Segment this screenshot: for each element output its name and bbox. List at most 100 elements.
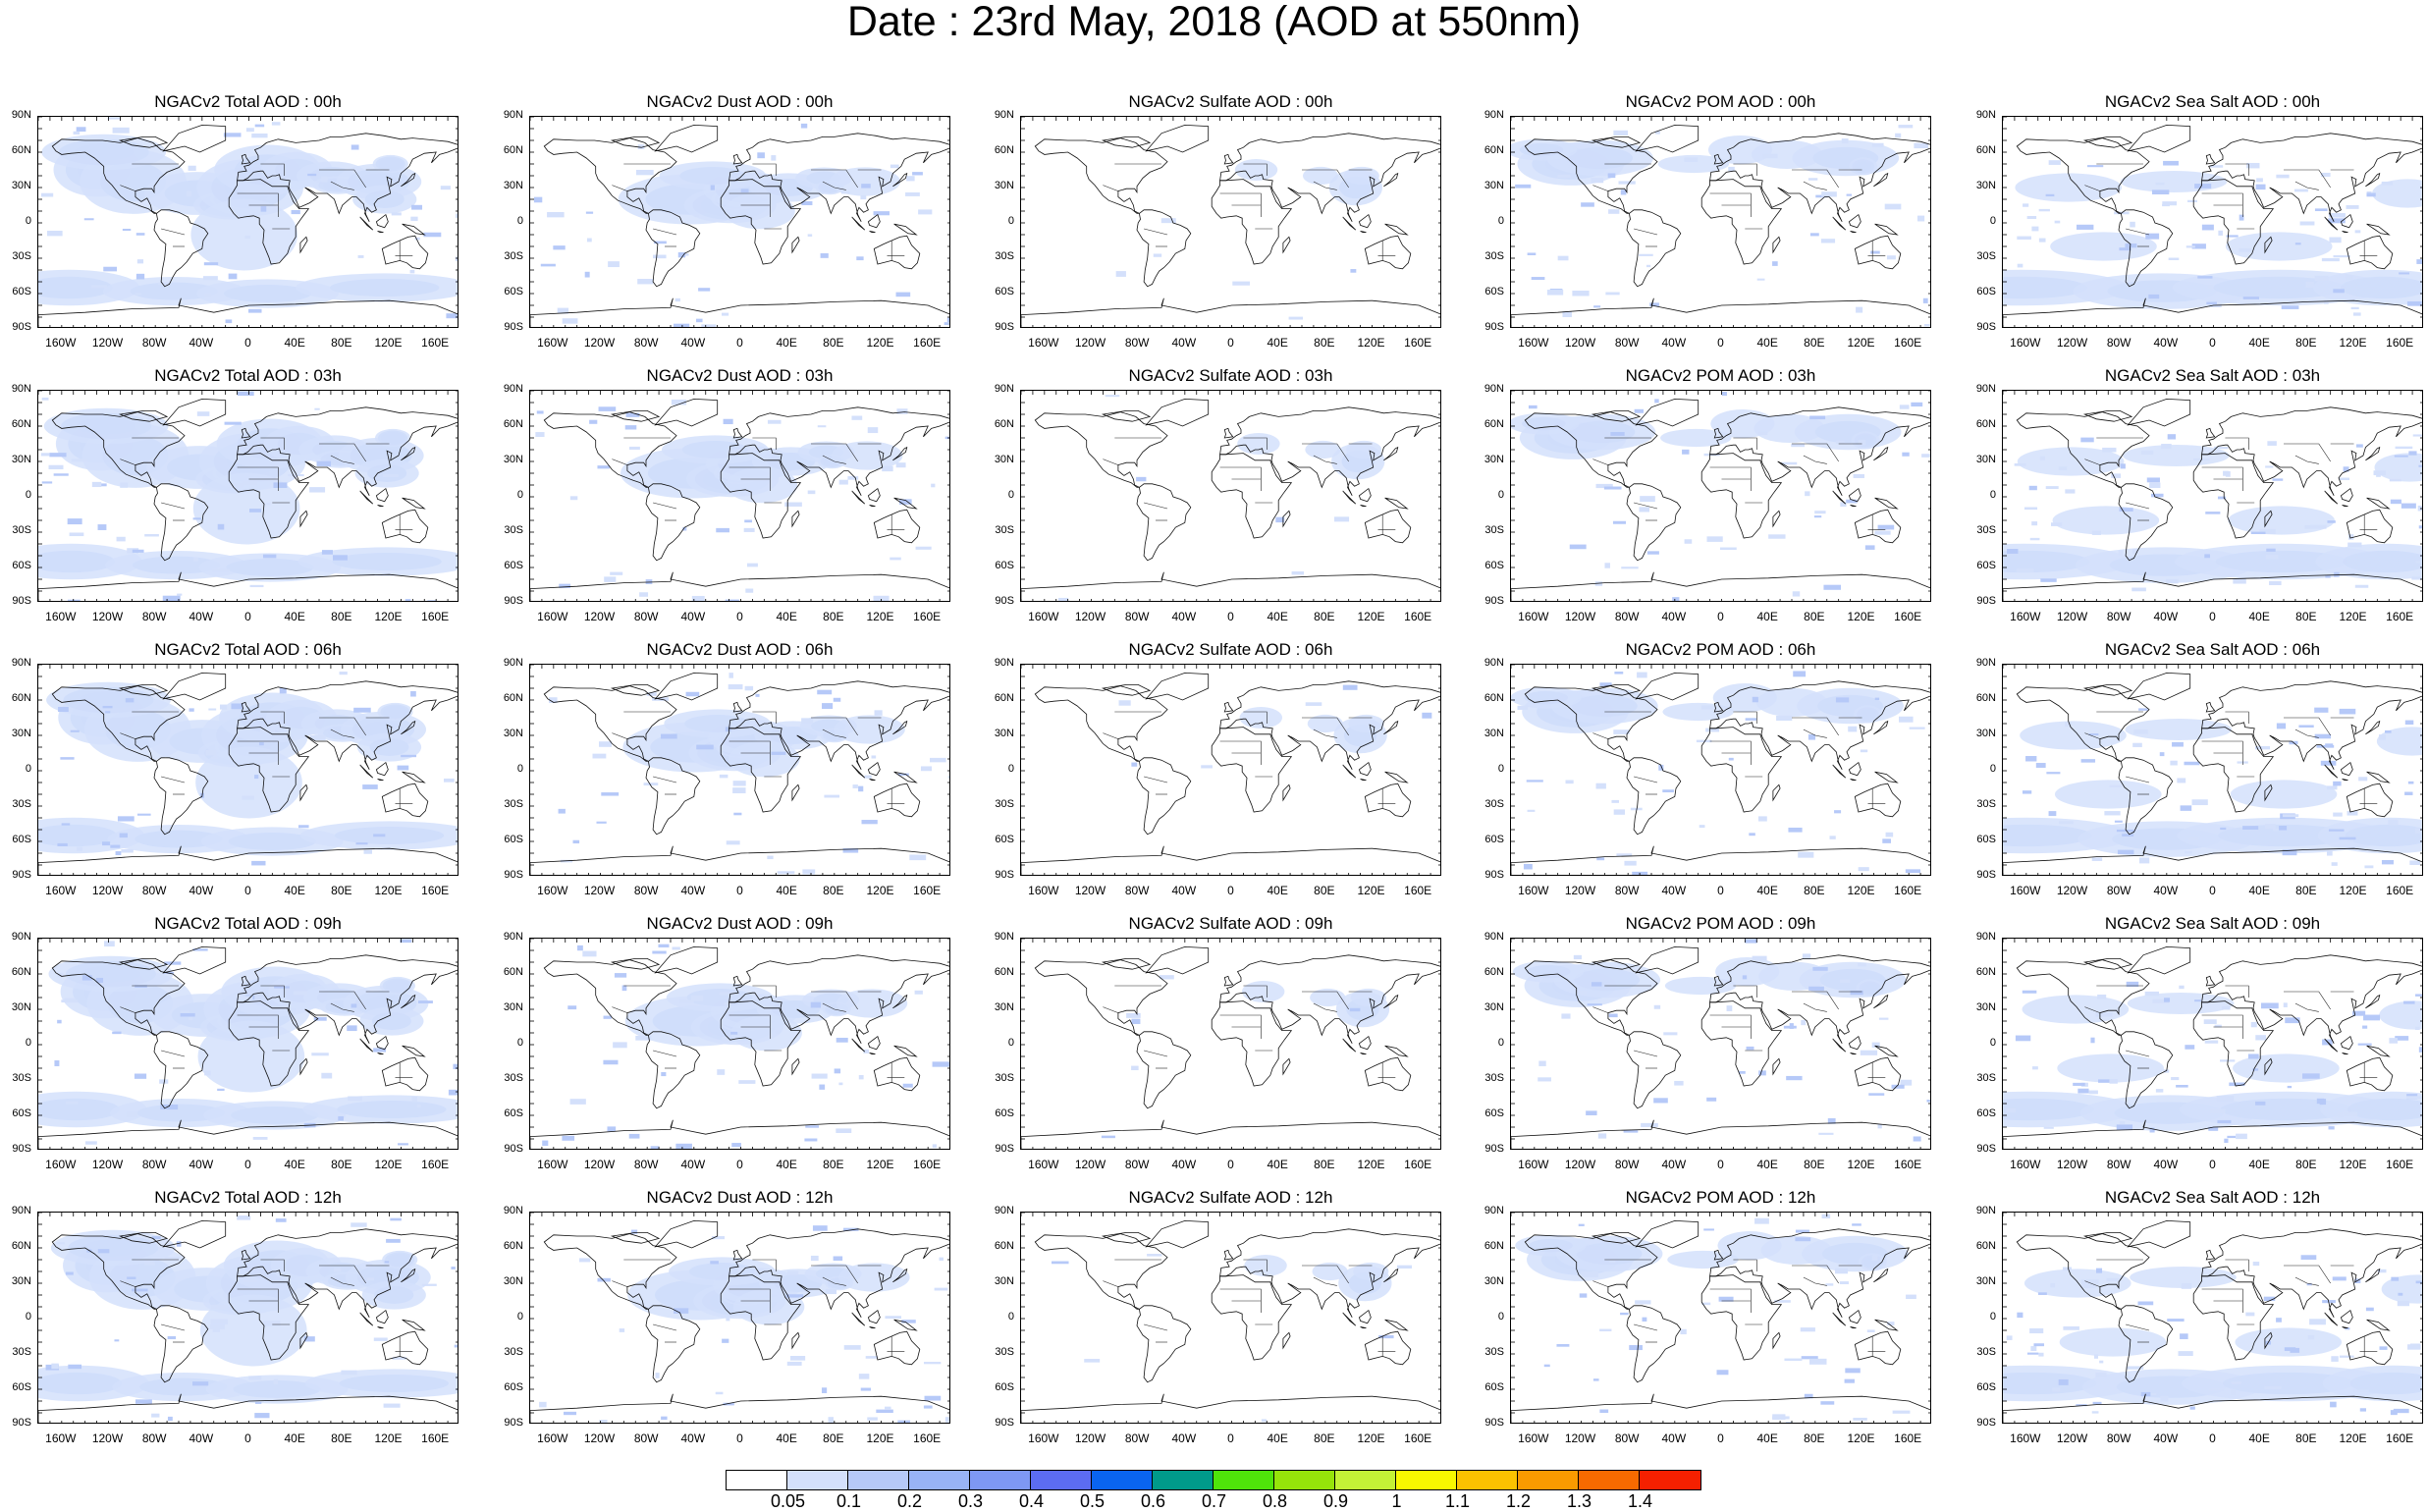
lat-tick-label: 90N bbox=[503, 383, 523, 395]
country-border bbox=[2201, 466, 2243, 491]
frame-ticks bbox=[1511, 117, 1930, 327]
aod-speckle bbox=[2185, 850, 2192, 854]
aod-speckle bbox=[2210, 165, 2224, 168]
coastline bbox=[2192, 727, 2275, 813]
aod-speckle bbox=[1616, 853, 1633, 857]
aod-speckle bbox=[2217, 1119, 2232, 1124]
aod-speckle bbox=[2216, 1095, 2235, 1102]
lat-tick-label: 60N bbox=[1484, 692, 1504, 704]
coastline bbox=[162, 1219, 227, 1249]
aod-field bbox=[535, 399, 949, 601]
aod-speckle bbox=[1526, 780, 1543, 783]
country-border bbox=[1709, 740, 1752, 765]
lon-tick-label: 40W bbox=[680, 1158, 706, 1171]
aod-speckle bbox=[2366, 192, 2376, 197]
aod-speckle bbox=[1835, 440, 1845, 445]
aod-speckle bbox=[224, 421, 242, 425]
map-frame bbox=[1510, 390, 1931, 602]
aod-speckle bbox=[2272, 478, 2284, 481]
map-panel: NGACv2 POM AOD : 09h 90N 60N 30N 0 30S 60S 90S 1… bbox=[1473, 914, 1972, 1185]
panel-title: NGACv2 Sulfate AOD : 03h bbox=[1128, 366, 1333, 385]
map-frame bbox=[529, 390, 950, 602]
map-frame bbox=[1020, 664, 1441, 876]
aod-contour bbox=[377, 702, 413, 722]
aod-speckle bbox=[858, 1374, 870, 1379]
aod-speckle bbox=[658, 1423, 666, 1424]
aod-speckle bbox=[255, 1401, 262, 1404]
lon-tick-label: 160E bbox=[2386, 884, 2414, 897]
aod-speckle bbox=[1523, 863, 1533, 870]
lat-tick-label: 60S bbox=[1976, 286, 1996, 297]
aod-contour bbox=[1239, 707, 1283, 729]
country-border bbox=[811, 991, 858, 1010]
aod-speckle bbox=[231, 703, 243, 710]
aod-speckle bbox=[2338, 1112, 2344, 1118]
aod-speckle bbox=[167, 1416, 173, 1422]
coastline bbox=[892, 720, 908, 735]
coastline bbox=[1772, 236, 1781, 254]
aod-speckle bbox=[2416, 259, 2422, 264]
aod-speckle bbox=[2415, 994, 2422, 997]
coastline bbox=[2205, 427, 2216, 439]
aod-speckle bbox=[691, 595, 705, 601]
lon-tick-label: 160W bbox=[1028, 610, 1059, 623]
aod-speckle bbox=[2038, 208, 2050, 212]
lat-tick-label: 60S bbox=[504, 286, 523, 297]
aod-speckle bbox=[1874, 697, 1880, 701]
aod-speckle bbox=[70, 729, 80, 732]
aod-field bbox=[1057, 395, 1385, 601]
country-border bbox=[1733, 985, 1757, 998]
lon-tick-label: 160E bbox=[1404, 610, 1432, 623]
aod-contour bbox=[190, 198, 298, 271]
lat-tick-label: 60S bbox=[504, 560, 523, 571]
aod-speckle bbox=[861, 184, 871, 189]
aod-speckle bbox=[722, 1338, 729, 1343]
aod-speckle bbox=[1562, 311, 1572, 317]
country-border bbox=[2201, 740, 2243, 765]
aod-speckle bbox=[603, 1015, 612, 1019]
aod-speckle bbox=[1798, 851, 1814, 858]
aod-speckle bbox=[604, 576, 617, 582]
lon-tick-label: 0 bbox=[736, 336, 743, 350]
aod-contour bbox=[1511, 686, 1582, 709]
lat-tick-label: 90S bbox=[12, 1417, 31, 1429]
coastline bbox=[401, 1268, 416, 1283]
aod-speckle bbox=[97, 1249, 110, 1254]
aod-speckle bbox=[1653, 1004, 1661, 1009]
aod-speckle bbox=[1613, 130, 1629, 135]
coastline bbox=[51, 411, 186, 488]
aod-speckle bbox=[710, 1261, 719, 1265]
aod-speckle bbox=[711, 1236, 726, 1240]
coastlines bbox=[1511, 124, 1930, 327]
aod-speckle bbox=[607, 1126, 617, 1132]
coastline bbox=[2127, 945, 2191, 975]
aod-speckle bbox=[2139, 857, 2150, 864]
lon-tick-label: 120E bbox=[374, 610, 403, 623]
country-border bbox=[1803, 1002, 1827, 1012]
aod-speckle bbox=[1874, 530, 1891, 535]
aod-speckle bbox=[895, 292, 911, 297]
aod-speckle bbox=[2320, 172, 2331, 177]
aod-speckle bbox=[1827, 1117, 1836, 1124]
coastline bbox=[1219, 680, 1440, 770]
aod-speckle bbox=[535, 432, 545, 438]
aod-field bbox=[1511, 671, 1925, 875]
country-border bbox=[752, 985, 777, 998]
lon-tick-label: 0 bbox=[244, 884, 251, 897]
aod-speckle bbox=[273, 482, 288, 488]
coastline bbox=[1021, 297, 1440, 327]
aod-speckle bbox=[2305, 282, 2314, 288]
coastline bbox=[1383, 994, 1399, 1009]
lon-tick-label: 0 bbox=[2209, 1158, 2216, 1171]
lon-tick-label: 160W bbox=[45, 1431, 77, 1445]
aod-speckle bbox=[2320, 760, 2337, 766]
coastline bbox=[1034, 685, 1168, 762]
frame-ticks bbox=[1021, 391, 1440, 601]
aod-speckle bbox=[833, 1256, 843, 1261]
country-border bbox=[1709, 1014, 1752, 1039]
coastline bbox=[2340, 761, 2353, 777]
map-canvas bbox=[1511, 939, 1930, 1149]
aod-speckle bbox=[639, 592, 649, 597]
map-frame bbox=[37, 664, 459, 876]
lon-tick-label: 0 bbox=[1227, 336, 1234, 350]
